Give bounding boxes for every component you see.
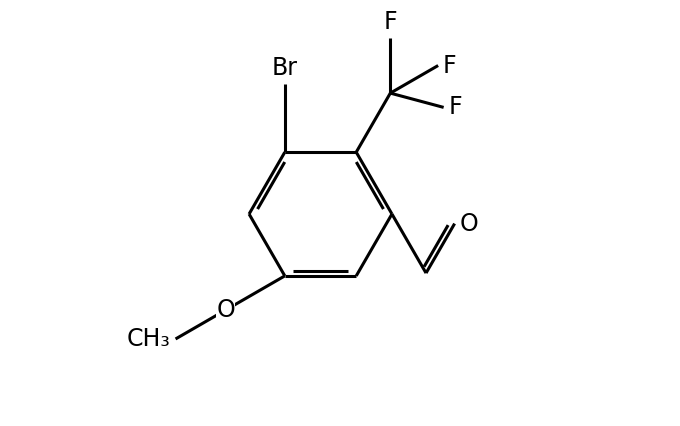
Text: O: O xyxy=(216,298,235,322)
Text: F: F xyxy=(384,10,397,34)
Text: Br: Br xyxy=(272,56,298,80)
Text: F: F xyxy=(443,54,456,78)
Text: O: O xyxy=(459,212,478,236)
Text: F: F xyxy=(448,95,462,119)
Text: CH₃: CH₃ xyxy=(126,327,171,351)
